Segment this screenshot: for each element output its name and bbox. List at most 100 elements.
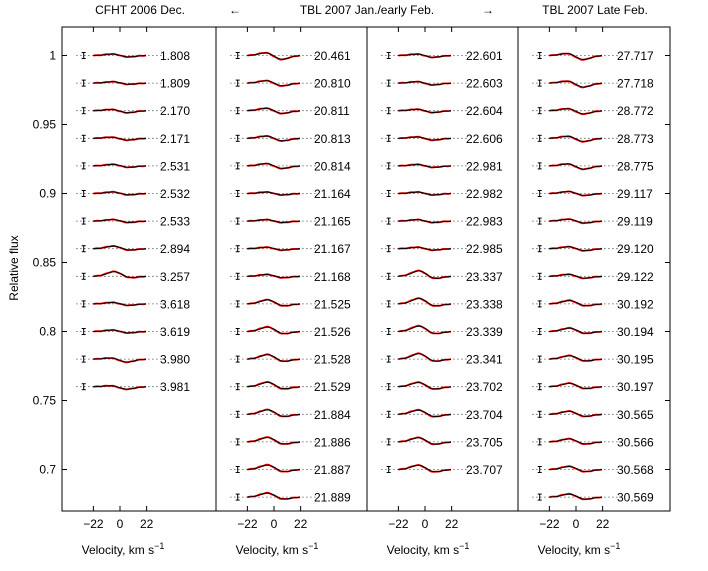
model-profile bbox=[247, 273, 300, 279]
profile-row: 28.772 bbox=[532, 104, 654, 118]
model-profile bbox=[549, 327, 603, 334]
model-profile bbox=[247, 354, 301, 362]
panel-frame bbox=[517, 26, 671, 512]
model-profile bbox=[93, 245, 147, 251]
profile-row: 3.981 bbox=[76, 380, 190, 394]
cycle-label: 22.983 bbox=[466, 215, 503, 229]
header-tbl-jan: TBL 2007 Jan./early Feb. bbox=[300, 3, 434, 17]
model-profile bbox=[549, 80, 603, 88]
profile-row: 22.983 bbox=[381, 215, 503, 229]
cycle-label: 21.164 bbox=[314, 187, 351, 201]
model-profile bbox=[247, 219, 300, 223]
cycle-label: 21.884 bbox=[314, 408, 351, 422]
model-profile bbox=[398, 270, 452, 279]
profile-row: 30.197 bbox=[532, 380, 654, 394]
model-profile bbox=[93, 385, 147, 390]
cycle-label: 21.887 bbox=[314, 463, 351, 477]
y-tick-label: 1 bbox=[49, 49, 56, 63]
model-profile bbox=[93, 219, 146, 223]
y-tick-label: 0.95 bbox=[33, 118, 57, 132]
x-axis-label-exponent: −1 bbox=[154, 541, 164, 551]
cycle-label: 30.565 bbox=[617, 408, 654, 422]
profile-row: 23.707 bbox=[381, 463, 503, 477]
cycle-label: 23.705 bbox=[466, 435, 503, 449]
cycle-label: 21.165 bbox=[314, 215, 351, 229]
cycle-label: 30.194 bbox=[617, 325, 654, 339]
cycle-label: 20.461 bbox=[314, 49, 351, 63]
profile-row: 3.618 bbox=[76, 297, 190, 311]
x-tick-label: 22 bbox=[140, 517, 154, 531]
cycle-label: 2.531 bbox=[160, 159, 190, 173]
profile-row: 22.982 bbox=[381, 187, 503, 201]
profile-row: 20.811 bbox=[230, 104, 350, 118]
cycle-label: 21.886 bbox=[314, 435, 351, 449]
x-axis-label: Velocity, km s−1 bbox=[82, 541, 165, 557]
model-profile bbox=[93, 271, 147, 279]
cycle-label: 20.814 bbox=[314, 159, 351, 173]
cycle-label: 20.813 bbox=[314, 132, 351, 146]
cycle-label: 2.171 bbox=[160, 132, 190, 146]
cycle-label: 28.775 bbox=[617, 159, 654, 173]
y-tick-label: 0.85 bbox=[33, 256, 57, 270]
x-tick-label: 0 bbox=[422, 517, 429, 531]
profile-row: 2.532 bbox=[76, 187, 190, 201]
profile-row: 23.704 bbox=[381, 408, 503, 422]
profile-row: 29.120 bbox=[532, 242, 654, 256]
profile-row: 30.565 bbox=[532, 408, 654, 422]
model-profile bbox=[247, 135, 301, 142]
y-tick-label: 0.7 bbox=[39, 463, 56, 477]
x-tick-label: 22 bbox=[596, 517, 610, 531]
cycle-label: 2.894 bbox=[160, 242, 190, 256]
cycle-label: 22.985 bbox=[466, 242, 503, 256]
profile-row: 21.884 bbox=[230, 408, 351, 422]
cycle-label: 1.809 bbox=[160, 77, 190, 91]
cycle-label: 21.529 bbox=[314, 380, 351, 394]
model-profile bbox=[549, 53, 603, 61]
x-tick-label: −22 bbox=[539, 517, 560, 531]
profile-row: 3.980 bbox=[76, 353, 190, 367]
model-profile bbox=[549, 300, 603, 307]
cycle-label: 23.337 bbox=[466, 270, 503, 284]
x-tick-label: 22 bbox=[294, 517, 308, 531]
panel-1: −22 0 22 Velocity, km s−1 1.808 1.809 2.170 2.1… bbox=[61, 26, 217, 557]
model-profile bbox=[549, 465, 603, 473]
x-axis-label: Velocity, km s−1 bbox=[236, 541, 319, 557]
profile-row: 21.164 bbox=[230, 187, 351, 201]
cycle-label: 30.195 bbox=[617, 353, 654, 367]
profile-row: 28.773 bbox=[532, 132, 654, 146]
model-profile bbox=[247, 80, 301, 87]
cycle-label: 22.604 bbox=[466, 104, 503, 118]
cycle-label: 3.619 bbox=[160, 325, 190, 339]
cycle-label: 29.119 bbox=[617, 215, 653, 229]
cycle-label: 30.197 bbox=[617, 380, 654, 394]
profile-row: 21.889 bbox=[230, 491, 351, 505]
profile-row: 22.601 bbox=[381, 49, 503, 63]
model-profile bbox=[247, 52, 301, 60]
cycle-label: 23.338 bbox=[466, 297, 503, 311]
profile-row: 21.168 bbox=[230, 270, 351, 284]
model-profile bbox=[93, 302, 146, 306]
cycle-label: 21.528 bbox=[314, 353, 351, 367]
cycle-label: 3.981 bbox=[160, 380, 190, 394]
y-tick-label: 0.9 bbox=[39, 187, 56, 201]
model-profile bbox=[93, 109, 147, 114]
x-tick-label: −22 bbox=[388, 517, 409, 531]
model-profile bbox=[549, 382, 603, 389]
cycle-label: 3.257 bbox=[160, 270, 190, 284]
model-profile bbox=[247, 381, 301, 390]
profile-row: 28.775 bbox=[532, 159, 654, 173]
profile-row: 22.603 bbox=[381, 77, 503, 91]
cycle-label: 2.170 bbox=[160, 104, 190, 118]
cycle-label: 23.702 bbox=[466, 380, 503, 394]
cycle-label: 30.569 bbox=[617, 491, 654, 505]
model-profile bbox=[247, 436, 301, 445]
x-axis-label: Velocity, km s−1 bbox=[538, 541, 621, 557]
cycle-label: 2.533 bbox=[160, 215, 190, 229]
profile-row: 30.566 bbox=[532, 435, 654, 449]
x-tick-label: 22 bbox=[445, 517, 459, 531]
profile-row: 1.809 bbox=[76, 77, 190, 91]
cycle-label: 22.606 bbox=[466, 132, 503, 146]
model-profile bbox=[398, 136, 452, 141]
profile-row: 3.257 bbox=[76, 270, 190, 284]
